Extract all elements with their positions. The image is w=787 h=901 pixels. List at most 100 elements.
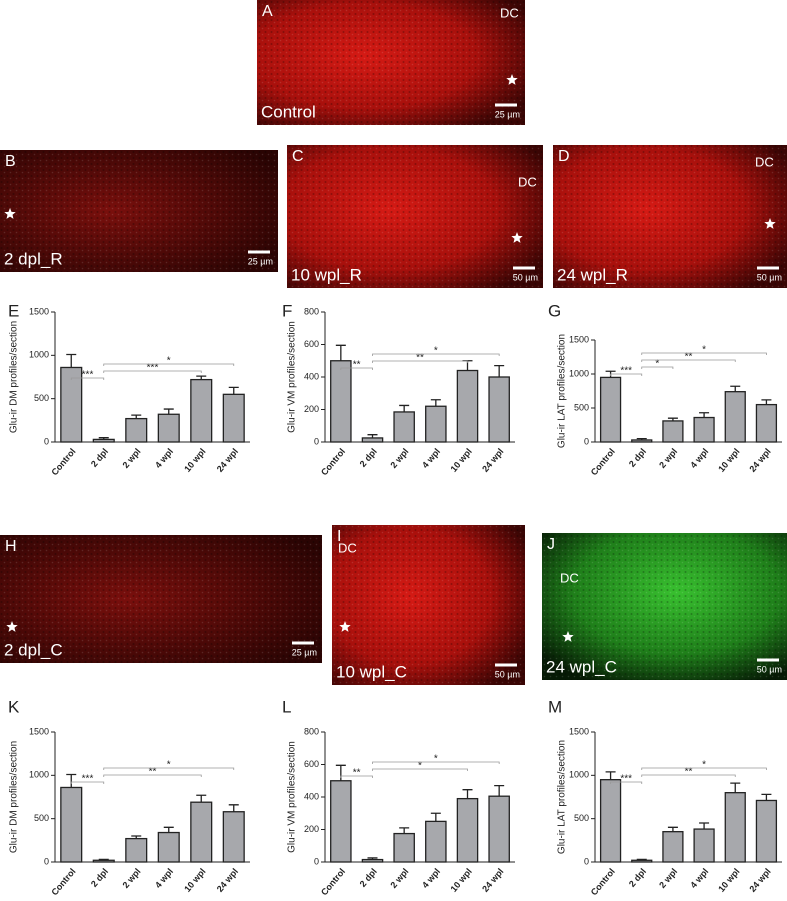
micrograph-texture [0, 150, 278, 272]
significance-bracket [103, 767, 235, 770]
bar [60, 366, 83, 443]
micrograph-texture [287, 145, 543, 288]
y-tick-label: 600 [304, 339, 319, 349]
y-tick-label: 1000 [569, 368, 589, 378]
significance-bracket [641, 359, 736, 362]
significance-label: * [434, 346, 438, 357]
y-tick-label: 200 [304, 824, 319, 834]
error-bar [494, 364, 505, 377]
significance-label: ** [685, 767, 693, 778]
y-axis-label: Glu-ir LAT profiles/section [557, 334, 568, 448]
scale-label: 50 µm [495, 669, 520, 679]
panel-letter: E [8, 301, 19, 320]
error-bar [163, 826, 174, 833]
error-bar [430, 812, 441, 822]
panel-letter: G [548, 301, 561, 320]
x-tick-label: 24 wpl [480, 866, 505, 894]
significance-label: ** [149, 767, 157, 778]
y-tick-label: 800 [304, 726, 319, 736]
error-bar [228, 386, 239, 395]
error-bar [699, 822, 710, 830]
condition-label: 10 wpl_R [291, 265, 362, 284]
x-tick-label: 4 wpl [153, 446, 175, 470]
panel-letter: A [262, 3, 273, 20]
significance-bracket [610, 373, 643, 376]
scale-label: 25 µm [292, 647, 317, 657]
star-marker [339, 621, 351, 632]
panel-letter: L [282, 697, 291, 716]
significance-label: *** [620, 366, 632, 377]
y-tick-label: 0 [314, 856, 319, 866]
panel-letter: C [292, 148, 304, 165]
x-tick-label: 2 dpl [627, 866, 648, 889]
x-tick-label: 4 wpl [688, 866, 710, 890]
region-label: DC [560, 570, 579, 585]
scale-label: 50 µm [513, 272, 538, 282]
significance-bracket [372, 360, 468, 363]
bar [125, 417, 148, 443]
bar [92, 438, 115, 443]
scale-label: 50 µm [757, 664, 782, 674]
significance-bracket [70, 377, 105, 380]
bar [599, 376, 622, 443]
x-tick-label: 10 wpl [182, 446, 207, 474]
region-label: DC [500, 5, 519, 20]
y-tick-label: 400 [304, 371, 319, 381]
bar [157, 831, 180, 863]
y-axis-label: Glu-ir DM profiles/section [9, 741, 20, 853]
panel-letter: H [5, 538, 17, 555]
significance-bracket [103, 774, 202, 777]
scale-label: 25 µm [248, 256, 273, 266]
error-bar [667, 826, 678, 832]
significance-label: * [702, 345, 706, 356]
y-tick-label: 1000 [29, 770, 49, 780]
error-bar [605, 771, 616, 780]
y-tick-label: 0 [584, 856, 589, 866]
y-tick-label: 1500 [569, 726, 589, 736]
micrograph-texture [257, 0, 525, 125]
error-bar [730, 782, 741, 793]
x-tick-label: 10 wpl [182, 866, 207, 894]
bar [60, 786, 83, 863]
significance-bracket [372, 768, 468, 771]
y-tick-label: 1500 [29, 726, 49, 736]
error-bar [228, 804, 239, 812]
significance-bracket [641, 352, 767, 355]
y-tick-label: 800 [304, 306, 319, 316]
micrograph-texture [332, 525, 525, 685]
bar [222, 393, 245, 443]
x-tick-label: 4 wpl [420, 866, 442, 890]
bar [755, 799, 778, 863]
y-axis-label: Glu-ir VM profiles/section [287, 741, 298, 853]
y-tick-label: 500 [574, 402, 589, 412]
x-tick-label: 2 wpl [388, 446, 410, 470]
x-tick-label: Control [49, 866, 77, 897]
bar [488, 376, 510, 443]
star-marker [511, 232, 523, 243]
significance-bracket [641, 774, 736, 777]
x-tick-label: 2 wpl [388, 866, 410, 890]
bar [393, 832, 415, 863]
x-tick-label: Control [589, 446, 617, 477]
bar [330, 780, 352, 863]
significance-label: *** [82, 370, 94, 381]
micrograph-texture [553, 145, 787, 288]
significance-label: *** [620, 774, 632, 785]
x-tick-label: 2 dpl [358, 446, 379, 469]
x-tick-label: 4 wpl [420, 446, 442, 470]
bar [393, 411, 415, 443]
error-bar [699, 412, 710, 418]
panel-letter: F [282, 301, 292, 320]
x-tick-label: 10 wpl [716, 866, 741, 894]
bar [724, 391, 746, 443]
x-tick-label: 2 wpl [657, 446, 679, 470]
y-tick-label: 500 [574, 813, 589, 823]
x-tick-label: 2 dpl [89, 446, 110, 469]
error-bar [66, 773, 77, 788]
panel-letter: I [337, 528, 341, 545]
significance-bracket [70, 781, 105, 784]
y-tick-label: 200 [304, 404, 319, 414]
condition-label: 2 dpl_C [4, 640, 63, 659]
y-tick-label: 1500 [569, 334, 589, 344]
significance-label: *** [82, 774, 94, 785]
